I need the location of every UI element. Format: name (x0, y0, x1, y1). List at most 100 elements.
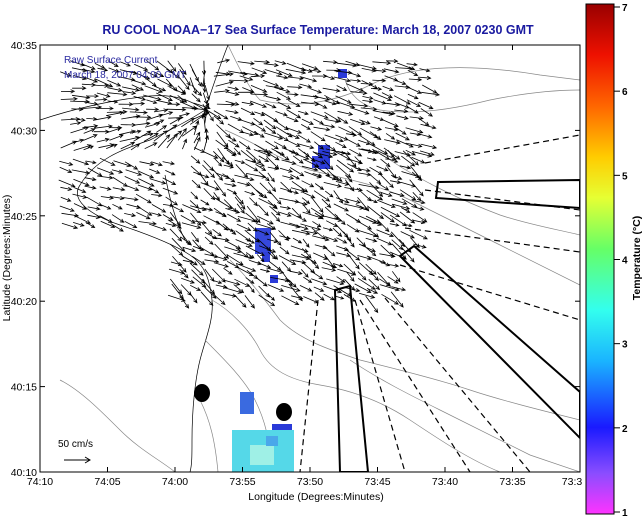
current-vector (166, 132, 178, 149)
x-tick-label: 74:10 (27, 476, 53, 488)
current-vector (110, 223, 124, 232)
current-vector (96, 92, 111, 98)
buoy-markers (194, 384, 292, 421)
current-vector (278, 255, 297, 265)
current-vector (181, 255, 198, 266)
current-vector (313, 118, 324, 125)
current-vector (350, 107, 370, 115)
current-vector (86, 196, 103, 207)
current-vector (190, 155, 201, 164)
current-vector (237, 90, 255, 95)
current-vector (274, 87, 291, 94)
current-vector (200, 291, 214, 306)
current-vector (69, 60, 86, 67)
current-vector (391, 239, 404, 251)
current-vector (190, 191, 199, 200)
current-vector (107, 79, 122, 87)
current-vector (280, 187, 299, 195)
current-vector (413, 243, 427, 249)
current-vector (263, 80, 280, 87)
current-vector (100, 204, 112, 210)
current-vector (215, 80, 234, 87)
current-vector (287, 85, 303, 90)
current-vector (121, 114, 141, 120)
current-vector (177, 95, 188, 103)
current-vector (408, 77, 423, 82)
current-vector (314, 292, 325, 301)
current-vector (169, 278, 183, 295)
current-vector (224, 228, 235, 232)
current-vector (149, 168, 161, 174)
current-vector (311, 158, 326, 165)
current-vector (167, 60, 177, 72)
current-vector (300, 67, 313, 73)
current-vector (335, 134, 349, 141)
current-vector (59, 160, 74, 166)
current-vector (337, 110, 354, 116)
current-vector (126, 185, 140, 191)
current-vector (365, 237, 378, 243)
current-vector (287, 76, 304, 81)
current-vector (100, 195, 114, 200)
current-vector (357, 277, 376, 290)
current-vector (289, 167, 305, 177)
y-tick-label: 40:30 (11, 125, 37, 137)
current-vector (72, 222, 85, 227)
x-tick-label: 73:3 (562, 476, 583, 488)
current-vector (211, 279, 223, 284)
current-vector (325, 148, 346, 155)
x-tick-label: 74:00 (162, 476, 188, 488)
current-vector (132, 101, 146, 106)
current-vector (263, 132, 284, 140)
current-vector (134, 63, 149, 71)
current-vector (73, 203, 88, 210)
current-vector (267, 284, 285, 292)
current-vector (383, 68, 400, 74)
current-vector (122, 107, 140, 112)
current-vector (233, 252, 254, 260)
current-vector (300, 269, 309, 278)
current-vector (132, 79, 147, 86)
current-vector (378, 183, 390, 191)
current-vector (402, 223, 413, 228)
current-vector (60, 196, 72, 202)
current-vector (380, 158, 391, 168)
current-vector (233, 191, 244, 205)
current-vector (247, 222, 258, 232)
current-vector (73, 144, 92, 151)
current-vector (224, 183, 237, 188)
current-vector (313, 126, 331, 132)
current-vector (267, 251, 277, 260)
current-vector (201, 113, 207, 133)
current-vector (168, 115, 184, 120)
current-vector (124, 161, 139, 170)
current-vector (254, 59, 271, 65)
colorbar-tick-label: 7 (622, 3, 628, 14)
current-vector (181, 277, 195, 284)
current-vector (271, 212, 281, 223)
current-vector (227, 91, 240, 96)
current-vector (357, 255, 372, 261)
current-vector (111, 214, 125, 223)
current-vector (217, 58, 231, 64)
current-vector (395, 132, 410, 141)
current-vector (181, 118, 195, 128)
current-vector (265, 151, 280, 161)
current-vector (191, 269, 206, 284)
buoy-marker (194, 384, 210, 402)
current-vector (61, 222, 79, 230)
current-vector (169, 228, 183, 242)
current-vector (87, 214, 101, 220)
current-vector (301, 124, 311, 130)
current-vector (313, 95, 331, 101)
current-vector (322, 245, 336, 257)
current-vector (350, 90, 368, 96)
current-vector (240, 107, 256, 115)
current-vector (148, 187, 160, 194)
current-vector (281, 285, 301, 292)
scale-arrow (64, 456, 91, 464)
current-vector (124, 212, 137, 218)
current-vector (399, 189, 417, 201)
x-tick-label: 73:50 (297, 476, 323, 488)
current-vector (182, 246, 197, 253)
